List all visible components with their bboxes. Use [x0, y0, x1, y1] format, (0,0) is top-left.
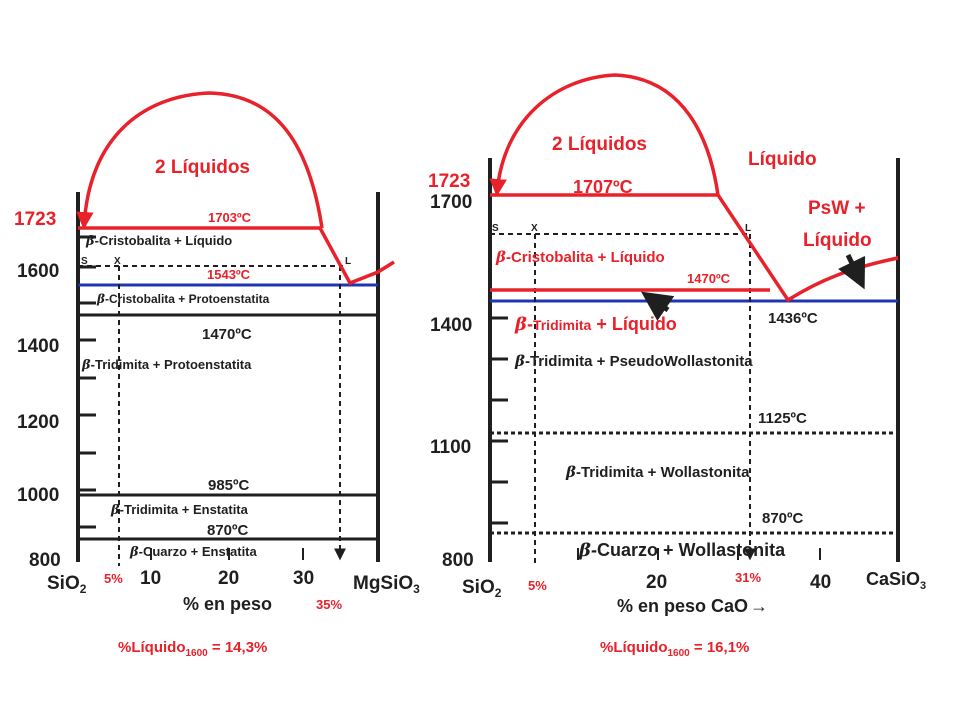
right-tridimita-liquido: β-Tridimita + Líquido	[514, 314, 677, 335]
right-two-liquids: 2 Líquidos	[552, 134, 647, 155]
right-t1125: 1125ºC	[758, 410, 807, 427]
right-tridimita-woll: β-Tridimita + Wollastonita	[565, 463, 750, 481]
left-cristobalita-proto: β-Cristobalita + Protoenstatita	[96, 292, 270, 306]
right-y-1100: 1100	[430, 437, 471, 458]
left-y-1000: 1000	[17, 485, 59, 506]
left-x-tick-30: 30	[293, 568, 314, 589]
left-cristobalita-liquido: β-Cristobalita + Líquido	[85, 233, 232, 249]
left-tridimita-proto: β-Tridimita + Protoenstatita	[81, 357, 252, 373]
left-x-tick-10: 10	[140, 568, 161, 589]
left-liquidus	[318, 227, 395, 286]
left-l: L	[345, 256, 351, 267]
left-y-1400: 1400	[17, 336, 59, 357]
left-x-mgsio3: MgSiO3	[353, 573, 420, 596]
left-y-1600: 1600	[17, 261, 59, 282]
right-y-tick-marks	[490, 316, 508, 525]
right-t870: 870ºC	[762, 510, 804, 527]
right-s: S	[492, 223, 499, 234]
left-diagram: 1723 1600 1400 1200 1000 800 2 Líquidos …	[14, 91, 420, 659]
right-x-tick-marks	[577, 548, 821, 560]
left-y-800: 800	[29, 550, 61, 571]
left-t985: 985ºC	[208, 477, 250, 494]
left-pct35: 35%	[316, 597, 342, 612]
right-x: X	[531, 223, 538, 234]
right-l: L	[745, 223, 751, 234]
left-s: S	[81, 256, 88, 267]
right-arrow-psw	[838, 253, 866, 290]
right-result: %Líquido1600 = 16,1%	[600, 639, 749, 659]
left-miscibility-dome	[76, 91, 324, 230]
left-axis-title: % en peso	[183, 594, 272, 614]
right-cristobalita-liquido: β-Cristobalita + Líquido	[495, 248, 665, 266]
left-x: X	[114, 256, 121, 267]
right-psw-2: Líquido	[803, 230, 872, 251]
right-y-1400: 1400	[430, 315, 472, 336]
left-pct5: 5%	[104, 571, 123, 586]
right-pct31: 31%	[735, 570, 761, 585]
left-y-tick-marks	[78, 235, 96, 529]
right-t1470: 1470ºC	[687, 271, 731, 286]
right-y-800: 800	[442, 550, 474, 571]
left-x-tick-20: 20	[218, 568, 239, 589]
right-t1723: 1723	[428, 171, 470, 192]
right-x-tick-20: 20	[646, 572, 667, 593]
right-psw-1: PsW +	[808, 198, 866, 219]
right-miscibility-dome	[489, 73, 720, 197]
right-axis-title: % en peso CaO →	[617, 596, 768, 616]
right-x-sio2: SiO2	[462, 577, 502, 600]
right-pct5: 5%	[528, 578, 547, 593]
left-t1543: 1543ºC	[207, 267, 251, 282]
right-tridimita-pseudo: β-Tridimita + PseudoWollastonita	[514, 352, 753, 370]
right-cuarzo-woll: β-Cuarzo + Wollastonita	[578, 540, 786, 561]
left-x-sio2: SiO2	[47, 573, 87, 596]
left-y-1723: 1723	[14, 209, 56, 230]
right-arrow-tridimita	[641, 291, 675, 321]
left-t1470: 1470ºC	[202, 326, 252, 343]
right-liquidus	[716, 194, 899, 303]
left-result: %Líquido1600 = 14,3%	[118, 639, 267, 659]
left-t870: 870ºC	[207, 522, 249, 539]
right-y-1700: 1700	[430, 192, 472, 213]
right-diagram: 2 Líquidos Líquido 1723 1707ºC 1700 1400…	[428, 73, 926, 659]
right-x-tick-40: 40	[810, 572, 831, 593]
left-x-tick-marks	[150, 548, 304, 560]
left-t1703: 1703ºC	[208, 210, 252, 225]
right-t1707: 1707ºC	[573, 177, 633, 197]
left-tridimita-enst: β-Tridimita + Enstatita	[110, 502, 249, 518]
right-liquido: Líquido	[748, 149, 817, 170]
right-t1436: 1436ºC	[768, 310, 818, 327]
right-x-casio3: CaSiO3	[866, 569, 926, 592]
left-cuarzo-enst: β-Cuarzo + Enstatita	[129, 544, 258, 560]
left-y-1200: 1200	[17, 412, 59, 433]
left-two-liquids: 2 Líquidos	[155, 157, 250, 178]
